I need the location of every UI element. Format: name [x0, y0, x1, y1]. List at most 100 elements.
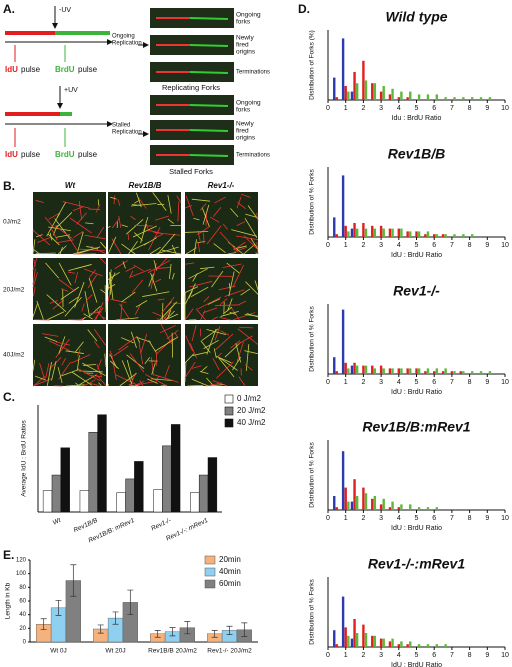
- fiber: [228, 271, 235, 297]
- fiber: [195, 308, 206, 321]
- label: Ongoing: [236, 12, 261, 19]
- histogram-bar: [391, 228, 394, 237]
- histogram-bar: [362, 624, 365, 647]
- label: fired: [236, 128, 249, 135]
- fiber: [184, 262, 195, 265]
- fiber: [45, 362, 50, 379]
- y-axis-label: Distribution of % Forks: [309, 306, 316, 372]
- error-bar: [154, 630, 161, 638]
- histogram-bar: [350, 638, 354, 647]
- micrograph: [33, 192, 106, 254]
- fiber: [75, 264, 92, 270]
- bar: [170, 424, 181, 513]
- fiber: [240, 288, 251, 296]
- histogram-bar: [362, 60, 365, 100]
- column-label: Rev1-/-: [208, 181, 235, 190]
- histogram-bar: [409, 368, 412, 374]
- fiber: [184, 286, 199, 294]
- histogram-bar: [450, 371, 454, 374]
- fiber: [209, 384, 225, 387]
- fiber: [203, 296, 210, 303]
- fiber: [79, 248, 106, 252]
- histogram-bar: [379, 504, 383, 510]
- fiber: [215, 355, 232, 364]
- fiber: [83, 364, 97, 366]
- y-axis-label: Distribution of % Forks: [309, 169, 316, 235]
- fiber: [250, 238, 259, 250]
- histogram-bar: [417, 231, 421, 237]
- fiber: [139, 380, 144, 387]
- histogram-bar: [379, 638, 383, 647]
- fiber: [184, 283, 196, 306]
- fiber: [76, 231, 84, 255]
- fiber: [174, 332, 179, 338]
- fiber: [32, 229, 51, 246]
- fiber: [160, 323, 173, 345]
- histogram-bar: [400, 504, 403, 510]
- histogram-bar: [488, 97, 492, 100]
- histogram-bar: [391, 638, 394, 647]
- histogram-bar: [426, 644, 430, 647]
- x-tick-label: 5: [415, 515, 419, 522]
- fiber: [247, 205, 259, 220]
- histogram-bar: [344, 487, 347, 510]
- fiber: [191, 325, 197, 342]
- fiber: [222, 263, 242, 269]
- fiber: [184, 308, 194, 321]
- x-tick-label: 0: [326, 242, 330, 249]
- fiber: [148, 230, 163, 234]
- fiber: [229, 311, 237, 315]
- histogram-bar: [347, 368, 350, 374]
- fiber: [87, 274, 98, 288]
- x-tick-label: 8: [468, 105, 472, 112]
- fiber: [244, 350, 259, 355]
- histogram-bar: [364, 365, 368, 374]
- fiber: [72, 206, 84, 212]
- fiber: [220, 310, 239, 317]
- x-tick-label: Wt 20J: [105, 648, 125, 655]
- fiber: [206, 329, 226, 336]
- histogram-bar: [459, 371, 462, 374]
- histogram-bar: [406, 97, 409, 100]
- fiber: [132, 225, 157, 238]
- error-bar: [211, 630, 218, 638]
- fiber: [209, 216, 220, 223]
- fiber: [232, 264, 245, 288]
- fiber: [125, 219, 144, 235]
- fiber: [213, 207, 222, 217]
- histogram-bar: [347, 231, 350, 237]
- histogram-bar: [397, 228, 400, 237]
- x-tick-label: 8: [468, 379, 472, 386]
- fiber: [83, 379, 96, 387]
- fiber: [131, 204, 142, 206]
- fiber: [235, 343, 242, 363]
- bar: [190, 492, 200, 513]
- histogram-bar: [406, 231, 409, 237]
- fiber: [219, 298, 228, 306]
- fiber: [167, 218, 174, 224]
- fiber: [244, 217, 258, 239]
- histogram-bar: [364, 80, 368, 100]
- histogram-bar: [444, 97, 447, 100]
- x-tick-label: 9: [485, 242, 489, 249]
- fiber: [71, 371, 93, 386]
- fiber: [203, 307, 218, 314]
- panel-letter: D.: [298, 2, 310, 16]
- fiber: [152, 192, 167, 211]
- fiber: [100, 241, 107, 249]
- legend-label: 20 J/m2: [237, 406, 266, 415]
- y-tick-label: 80: [19, 585, 26, 591]
- fiber: [128, 240, 138, 255]
- fiber: [238, 376, 246, 387]
- histogram-bar: [388, 641, 392, 647]
- fiber: [237, 335, 253, 345]
- histogram-bar: [353, 479, 356, 510]
- x-tick-label: 2: [361, 379, 365, 386]
- fiber: [239, 300, 247, 305]
- label: forks: [236, 107, 251, 114]
- x-axis-label: IdU : BrdU Ratio: [391, 525, 442, 532]
- bar: [42, 490, 53, 513]
- fiber: [215, 304, 240, 307]
- legend-swatch: [204, 555, 216, 565]
